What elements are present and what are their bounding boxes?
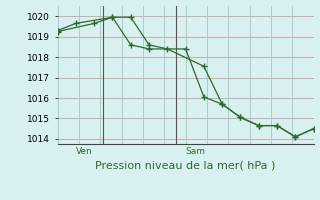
Text: Sam: Sam bbox=[186, 147, 206, 156]
Text: Ven: Ven bbox=[76, 147, 92, 156]
X-axis label: Pression niveau de la mer( hPa ): Pression niveau de la mer( hPa ) bbox=[95, 161, 276, 171]
